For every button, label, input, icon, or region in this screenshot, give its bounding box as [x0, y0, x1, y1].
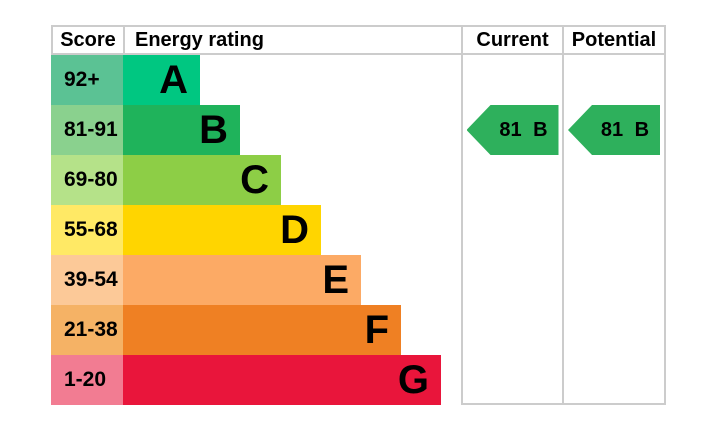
- band-bar-b: B: [123, 105, 240, 155]
- score-range-d: 55-68: [51, 205, 123, 255]
- band-row-d: 55-68 D: [51, 205, 666, 255]
- band-letter-g: G: [397, 358, 429, 402]
- energy-cell-f: F: [123, 305, 461, 355]
- current-cell-c: [461, 155, 562, 205]
- energy-cell-c: C: [123, 155, 461, 205]
- score-range-a: 92+: [51, 55, 123, 105]
- potential-cell-a: [562, 55, 666, 105]
- score-range-b: 81-91: [51, 105, 123, 155]
- band-row-a: 92+ A: [51, 55, 666, 105]
- header-current: Current: [461, 27, 562, 53]
- energy-cell-a: A: [123, 55, 461, 105]
- energy-cell-b: B: [123, 105, 461, 155]
- energy-cell-g: G: [123, 355, 461, 405]
- band-letter-b: B: [199, 108, 228, 152]
- band-letter-e: E: [322, 258, 349, 302]
- score-range-f: 21-38: [51, 305, 123, 355]
- band-letter-d: D: [280, 208, 309, 252]
- header-potential: Potential: [562, 27, 666, 53]
- score-range-g: 1-20: [51, 355, 123, 405]
- band-row-f: 21-38 F: [51, 305, 666, 355]
- energy-cell-e: E: [123, 255, 461, 305]
- band-row-c: 69-80 C: [51, 155, 666, 205]
- epc-table: Score Energy rating Current Potential 92…: [51, 25, 666, 405]
- current-cell-g: [461, 355, 562, 405]
- score-range-c: 69-80: [51, 155, 123, 205]
- band-row-g: 1-20 G: [51, 355, 666, 405]
- current-rating-label: 81 B: [499, 118, 548, 141]
- band-letter-c: C: [240, 158, 269, 202]
- potential-cell-b: 81 B: [562, 105, 666, 155]
- header-energy-rating: Energy rating: [123, 27, 461, 53]
- energy-cell-d: D: [123, 205, 461, 255]
- header-score: Score: [51, 27, 123, 53]
- band-bar-c: C: [123, 155, 281, 205]
- current-cell-f: [461, 305, 562, 355]
- table-header-row: Score Energy rating Current Potential: [51, 25, 666, 55]
- band-letter-f: F: [364, 308, 389, 352]
- band-bar-a: A: [123, 55, 200, 105]
- band-bar-d: D: [123, 205, 321, 255]
- potential-cell-c: [562, 155, 666, 205]
- current-cell-d: [461, 205, 562, 255]
- current-cell-b: 81 B: [461, 105, 562, 155]
- potential-cell-g: [562, 355, 666, 405]
- band-bar-g: G: [123, 355, 441, 405]
- potential-rating-label: 81 B: [600, 118, 650, 141]
- band-row-b: 81-91 B 81 B 81 B: [51, 105, 666, 155]
- current-rating-arrow: 81 B: [466, 105, 559, 155]
- potential-rating-arrow: 81 B: [568, 105, 660, 155]
- score-range-e: 39-54: [51, 255, 123, 305]
- band-row-e: 39-54 E: [51, 255, 666, 305]
- potential-cell-d: [562, 205, 666, 255]
- band-bar-e: E: [123, 255, 361, 305]
- band-bar-f: F: [123, 305, 401, 355]
- potential-cell-f: [562, 305, 666, 355]
- potential-cell-e: [562, 255, 666, 305]
- band-letter-a: A: [159, 58, 188, 102]
- current-cell-e: [461, 255, 562, 305]
- current-cell-a: [461, 55, 562, 105]
